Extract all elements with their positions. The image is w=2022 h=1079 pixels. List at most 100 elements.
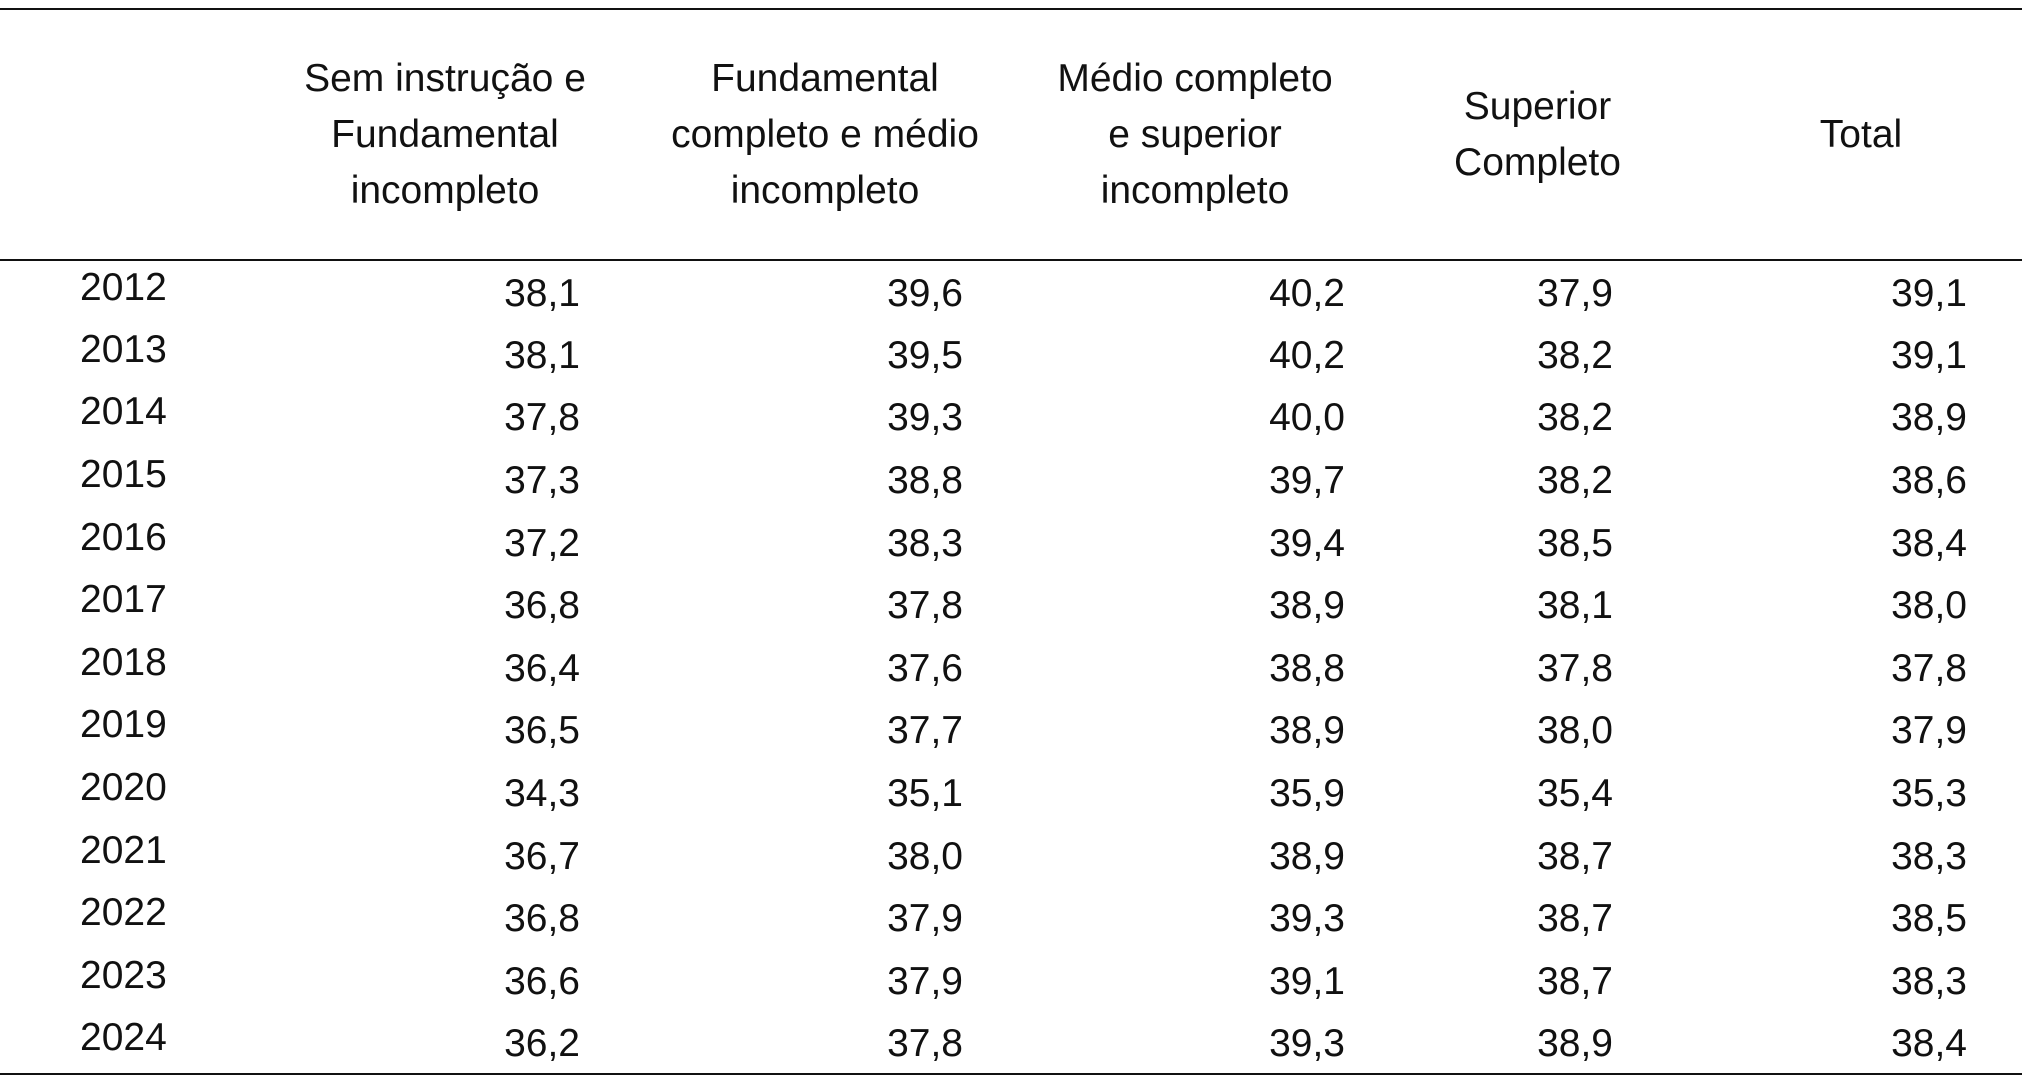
year-cell: 2016 <box>80 515 167 559</box>
header-year <box>0 8 255 261</box>
table-row: 2012 38,1 39,6 40,2 37,9 39,1 <box>0 260 2022 323</box>
year-cell: 2022 <box>80 891 167 935</box>
value-cell: 38,0 <box>887 834 963 878</box>
year-cell: 2023 <box>80 953 167 997</box>
value-cell: 38,0 <box>1537 709 1613 753</box>
value-cell: 39,7 <box>1269 459 1345 503</box>
year-cell: 2024 <box>0 1007 255 1071</box>
value-cell: 37,9 <box>887 897 963 941</box>
total-cell: 38,4 <box>1891 521 1967 565</box>
total-cell: 39,1 <box>1891 333 1967 377</box>
table-row: 2014 37,8 39,3 40,0 38,2 38,9 <box>0 385 2022 448</box>
year-cell: 2018 <box>80 640 167 684</box>
year-cell: 2020 <box>80 766 167 810</box>
value-cell: 39,3 <box>1015 1013 1375 1077</box>
value-cell: 38,8 <box>887 459 963 503</box>
value-cell: 38,7 <box>1537 834 1613 878</box>
value-cell: 35,1 <box>887 772 963 816</box>
value-cell: 36,7 <box>504 834 580 878</box>
value-cell: 37,8 <box>887 584 963 628</box>
total-cell: 35,3 <box>1891 772 1967 816</box>
header-superior-completo: Superior Completo <box>1375 8 1700 261</box>
value-cell: 38,9 <box>1269 709 1345 753</box>
value-cell: 35,9 <box>1269 772 1345 816</box>
table-row: 2022 36,8 37,9 39,3 38,7 38,5 <box>0 886 2022 949</box>
year-cell: 2015 <box>80 453 167 497</box>
value-cell: 37,9 <box>1537 271 1613 315</box>
value-cell: 36,8 <box>504 897 580 941</box>
total-cell: 38,5 <box>1891 897 1967 941</box>
value-cell: 38,2 <box>1537 396 1613 440</box>
header-total: Total <box>1700 8 2022 261</box>
value-cell: 36,8 <box>504 584 580 628</box>
table-row: 2016 37,2 38,3 39,4 38,5 38,4 <box>0 510 2022 573</box>
table-row: 2017 36,8 37,8 38,9 38,1 38,0 <box>0 573 2022 636</box>
value-cell: 37,9 <box>887 959 963 1003</box>
total-cell: 38,3 <box>1891 834 1967 878</box>
value-cell: 38,1 <box>1537 584 1613 628</box>
value-cell: 37,8 <box>1537 646 1613 690</box>
table-row: 2013 38,1 39,5 40,2 38,2 39,1 <box>0 323 2022 386</box>
value-cell: 37,7 <box>887 709 963 753</box>
year-cell: 2013 <box>80 327 167 371</box>
value-cell: 38,2 <box>1537 333 1613 377</box>
table-body: 2012 38,1 39,6 40,2 37,9 39,1 2013 38,1 39,5 40,… <box>0 260 2022 1077</box>
data-table: Sem instrução e Fundamental incompleto F… <box>0 8 2022 1077</box>
value-cell: 38,9 <box>1269 834 1345 878</box>
value-cell: 39,4 <box>1269 521 1345 565</box>
table-row: 2019 36,5 37,7 38,9 38,0 37,9 <box>0 698 2022 761</box>
value-cell: 38,9 <box>1269 584 1345 628</box>
total-cell: 38,6 <box>1891 459 1967 503</box>
total-cell: 37,8 <box>1891 646 1967 690</box>
total-cell: 37,9 <box>1891 709 1967 753</box>
value-cell: 38,1 <box>504 271 580 315</box>
year-cell: 2017 <box>80 578 167 622</box>
total-cell: 38,4 <box>1700 1013 2022 1077</box>
table-row: 2024 36,2 37,8 39,3 38,9 38,4 <box>0 1007 2022 1077</box>
value-cell: 36,4 <box>504 646 580 690</box>
year-cell: 2021 <box>80 828 167 872</box>
value-cell: 39,6 <box>887 271 963 315</box>
value-cell: 34,3 <box>504 772 580 816</box>
value-cell: 38,1 <box>504 333 580 377</box>
value-cell: 38,9 <box>1375 1013 1700 1077</box>
value-cell: 36,5 <box>504 709 580 753</box>
value-cell: 40,0 <box>1269 396 1345 440</box>
value-cell: 40,2 <box>1269 333 1345 377</box>
total-cell: 38,3 <box>1891 959 1967 1003</box>
value-cell: 37,8 <box>504 396 580 440</box>
table-header: Sem instrução e Fundamental incompleto F… <box>0 8 2022 261</box>
value-cell: 39,5 <box>887 333 963 377</box>
value-cell: 40,2 <box>1269 271 1345 315</box>
table-row: 2020 34,3 35,1 35,9 35,4 35,3 <box>0 761 2022 824</box>
value-cell: 37,8 <box>635 1013 1015 1077</box>
total-cell: 38,0 <box>1891 584 1967 628</box>
value-cell: 38,7 <box>1537 897 1613 941</box>
table-row: 2015 37,3 38,8 39,7 38,2 38,6 <box>0 448 2022 511</box>
year-cell: 2019 <box>80 703 167 747</box>
table-row: 2023 36,6 37,9 39,1 38,7 38,3 <box>0 949 2022 1012</box>
value-cell: 38,2 <box>1537 459 1613 503</box>
total-cell: 38,9 <box>1891 396 1967 440</box>
value-cell: 38,8 <box>1269 646 1345 690</box>
value-cell: 39,3 <box>887 396 963 440</box>
value-cell: 37,3 <box>504 459 580 503</box>
total-cell: 39,1 <box>1891 271 1967 315</box>
year-cell: 2012 <box>80 265 167 309</box>
value-cell: 36,6 <box>504 959 580 1003</box>
value-cell: 39,1 <box>1269 959 1345 1003</box>
header-fundamental-completo: Fundamental completo e médio incompleto <box>635 8 1015 261</box>
header-sem-instrucao: Sem instrução e Fundamental incompleto <box>255 8 635 261</box>
value-cell: 38,7 <box>1537 959 1613 1003</box>
year-cell: 2014 <box>80 390 167 434</box>
value-cell: 37,2 <box>504 521 580 565</box>
table-row: 2021 36,7 38,0 38,9 38,7 38,3 <box>0 823 2022 886</box>
value-cell: 38,3 <box>887 521 963 565</box>
value-cell: 38,5 <box>1537 521 1613 565</box>
value-cell: 37,6 <box>887 646 963 690</box>
header-medio-completo: Médio completo e superior incompleto <box>1015 8 1375 261</box>
value-cell: 35,4 <box>1537 772 1613 816</box>
table-row: 2018 36,4 37,6 38,8 37,8 37,8 <box>0 636 2022 699</box>
value-cell: 39,3 <box>1269 897 1345 941</box>
